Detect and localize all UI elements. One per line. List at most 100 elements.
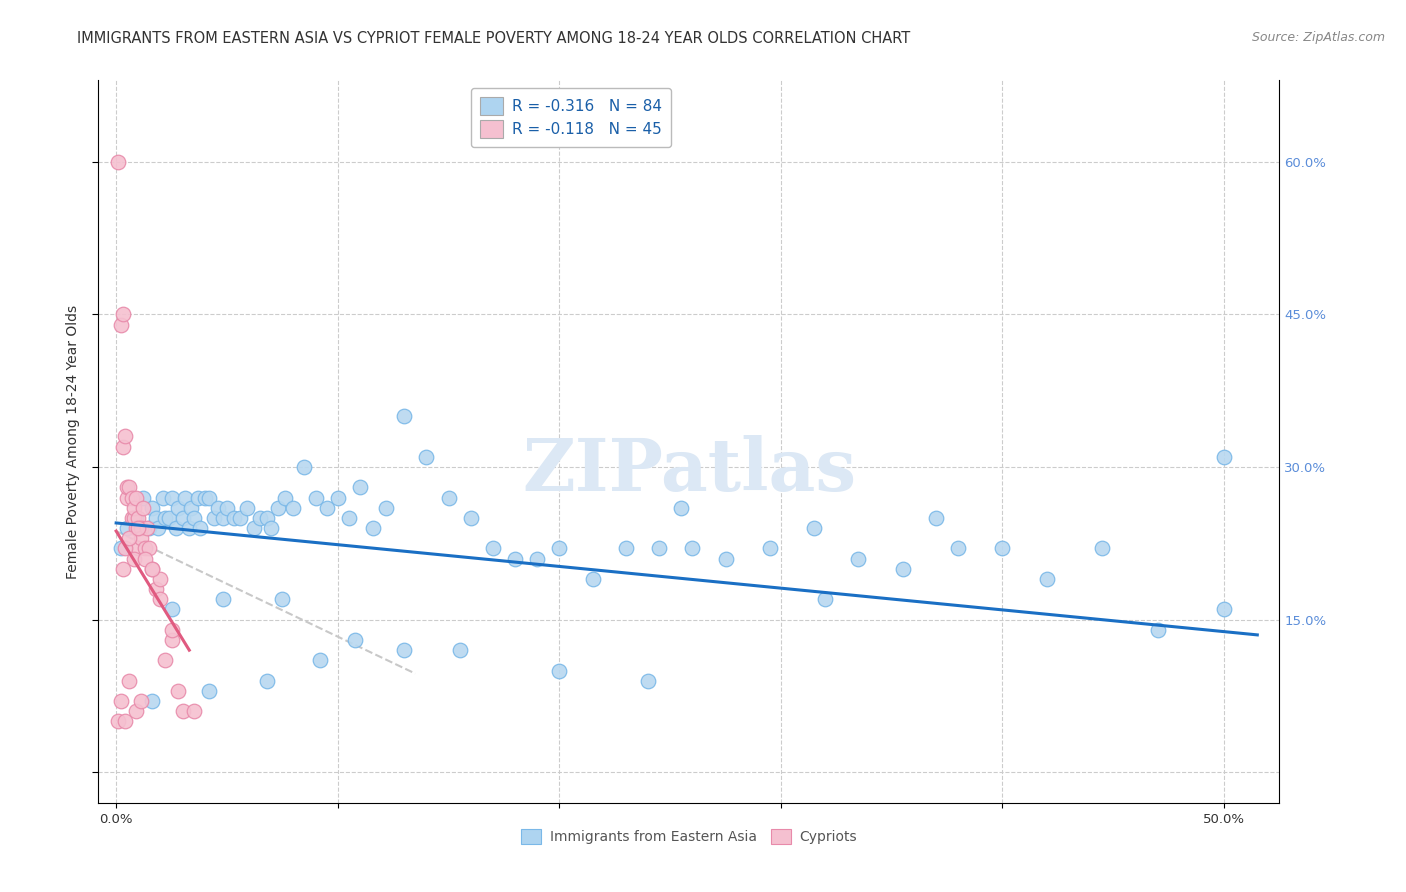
Point: [202, 511, 225, 525]
Point: [153, 511, 176, 525]
Text: IMMIGRANTS FROM EASTERN ASIA VS CYPRIOT FEMALE POVERTY AMONG 18-24 YEAR OLDS COR: IMMIGRANTS FROM EASTERN ASIA VS CYPRIOT …: [77, 31, 911, 46]
Point: [548, 664, 571, 678]
Point: [127, 511, 149, 525]
Point: [157, 511, 180, 525]
Point: [138, 541, 160, 556]
Point: [160, 602, 183, 616]
Point: [172, 704, 194, 718]
Point: [121, 491, 143, 505]
Point: [138, 521, 160, 535]
Point: [714, 551, 737, 566]
Point: [132, 500, 155, 515]
Point: [107, 154, 129, 169]
Point: [375, 500, 398, 515]
Point: [392, 409, 415, 423]
Point: [141, 562, 163, 576]
Point: [361, 521, 384, 535]
Point: [122, 511, 145, 525]
Point: [172, 511, 194, 525]
Point: [129, 521, 152, 535]
Point: [637, 673, 659, 688]
Point: [167, 500, 190, 515]
Point: [273, 491, 295, 505]
Point: [215, 500, 238, 515]
Point: [249, 511, 271, 525]
Point: [187, 491, 209, 505]
Point: [681, 541, 703, 556]
Point: [118, 673, 141, 688]
Point: [344, 632, 367, 647]
Point: [122, 551, 145, 566]
Point: [122, 500, 145, 515]
Point: [256, 673, 278, 688]
Point: [118, 531, 141, 545]
Point: [173, 491, 195, 505]
Point: [125, 511, 148, 525]
Point: [149, 572, 172, 586]
Point: [194, 491, 217, 505]
Point: [180, 500, 202, 515]
Point: [127, 521, 149, 535]
Point: [165, 521, 187, 535]
Point: [115, 491, 138, 505]
Point: [110, 318, 132, 332]
Point: [132, 491, 155, 505]
Point: [803, 521, 825, 535]
Point: [114, 541, 136, 556]
Point: [110, 694, 132, 708]
Point: [271, 592, 294, 607]
Point: [114, 429, 136, 443]
Point: [236, 500, 259, 515]
Point: [581, 572, 603, 586]
Point: [152, 491, 174, 505]
Point: [127, 541, 149, 556]
Point: [111, 307, 134, 321]
Point: [118, 480, 141, 494]
Point: [526, 551, 548, 566]
Point: [415, 450, 437, 464]
Point: [283, 500, 305, 515]
Point: [114, 714, 136, 729]
Point: [503, 551, 526, 566]
Point: [437, 491, 460, 505]
Point: [304, 491, 326, 505]
Point: [614, 541, 637, 556]
Legend: Immigrants from Eastern Asia, Cypriots: Immigrants from Eastern Asia, Cypriots: [515, 823, 863, 850]
Point: [149, 592, 172, 607]
Point: [183, 704, 205, 718]
Point: [211, 511, 233, 525]
Point: [160, 632, 183, 647]
Y-axis label: Female Poverty Among 18-24 Year Olds: Female Poverty Among 18-24 Year Olds: [66, 304, 80, 579]
Point: [111, 562, 134, 576]
Point: [759, 541, 782, 556]
Point: [1146, 623, 1168, 637]
Point: [110, 541, 132, 556]
Point: [337, 511, 360, 525]
Point: [222, 511, 245, 525]
Point: [148, 521, 170, 535]
Point: [256, 511, 278, 525]
Point: [1091, 541, 1114, 556]
Point: [125, 704, 148, 718]
Point: [207, 500, 229, 515]
Point: [115, 521, 138, 535]
Text: ZIPatlas: ZIPatlas: [522, 435, 856, 506]
Point: [925, 511, 948, 525]
Point: [136, 521, 159, 535]
Point: [111, 440, 134, 454]
Point: [242, 521, 264, 535]
Point: [315, 500, 337, 515]
Point: [134, 541, 156, 556]
Point: [1036, 572, 1059, 586]
Point: [115, 480, 138, 494]
Point: [460, 511, 482, 525]
Point: [309, 653, 332, 667]
Point: [198, 491, 221, 505]
Point: [349, 480, 371, 494]
Point: [1213, 602, 1236, 616]
Point: [267, 500, 290, 515]
Point: [188, 521, 211, 535]
Point: [848, 551, 870, 566]
Point: [107, 714, 129, 729]
Point: [141, 562, 163, 576]
